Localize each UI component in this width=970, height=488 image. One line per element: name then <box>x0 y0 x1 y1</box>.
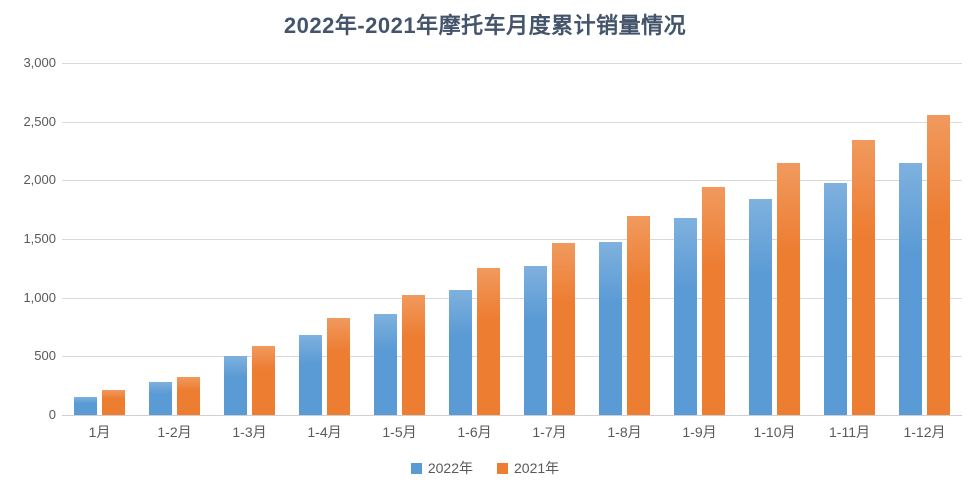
bar-group <box>362 63 437 415</box>
y-axis-tick-label: 0 <box>48 407 56 422</box>
bar-group <box>512 63 587 415</box>
bar-2022-1-5月 <box>374 313 397 415</box>
gridline <box>62 356 962 358</box>
plot-area <box>62 63 962 416</box>
bar-2022-1-9月 <box>674 217 697 415</box>
bar-group <box>587 63 662 415</box>
bar-2021-1-12月 <box>927 115 950 415</box>
bar-2021-1-6月 <box>477 268 500 415</box>
bar-2021-1-9月 <box>702 187 725 415</box>
y-axis-tick-label: 3,000 <box>23 55 56 70</box>
x-axis-label: 1-3月 <box>232 424 267 440</box>
chart-title: 2022年-2021年摩托车月度累计销量情况 <box>283 13 687 38</box>
bar-2021-1-5月 <box>402 294 425 415</box>
bar-2021-1-11月 <box>852 140 875 415</box>
legend-label-2022: 2022年 <box>427 460 473 476</box>
bar-2022-1-3月 <box>224 356 247 415</box>
bar-2022-1-8月 <box>599 241 622 415</box>
gridline <box>62 180 962 182</box>
x-axis-label: 1-11月 <box>829 424 870 440</box>
x-axis-label: 1-9月 <box>682 424 717 440</box>
bar-2021-1月 <box>102 389 125 415</box>
bar-2021-1-3月 <box>252 345 275 415</box>
gridline <box>62 297 962 299</box>
x-axis: 1月 1-2月 1-3月 1-4月 1-5月 1-6月 1-7月 1-8月 1-9月 1-10月 1… <box>62 422 962 442</box>
bar-2022-1月 <box>74 396 97 415</box>
x-axis-label: 1-5月 <box>382 424 417 440</box>
bar-group <box>287 63 362 415</box>
x-axis-label: 1月 <box>88 424 111 440</box>
bar-group <box>887 63 962 415</box>
bar-2021-1-2月 <box>177 376 200 415</box>
bar-2021-1-8月 <box>627 216 650 415</box>
x-axis-label: 1-2月 <box>157 424 192 440</box>
bar-2021-1-4月 <box>327 318 350 415</box>
y-axis-tick-label: 2,500 <box>23 113 56 129</box>
y-axis-tick-label: 2,000 <box>23 172 56 188</box>
bar-group <box>212 63 287 415</box>
legend-item-2021: 2021年 <box>497 458 559 478</box>
legend-swatch-2021 <box>497 462 508 474</box>
legend: 2022年 2021年 <box>0 458 970 478</box>
bar-2021-1-10月 <box>777 162 800 415</box>
y-axis-tick-label: 500 <box>34 348 56 364</box>
bar-group <box>62 63 137 415</box>
legend-label-2021: 2021年 <box>514 460 560 476</box>
bar-group <box>437 63 512 415</box>
bar-2022-1-12月 <box>899 163 922 415</box>
x-axis-label: 1-12月 <box>903 424 946 440</box>
bar-2022-1-4月 <box>299 335 322 415</box>
legend-item-2022: 2022年 <box>410 458 473 478</box>
bar-group <box>737 63 812 415</box>
y-axis-tick-label: 1,000 <box>23 289 56 305</box>
bar-group <box>812 63 887 415</box>
bar-2022-1-10月 <box>749 198 772 415</box>
bar-group <box>662 63 737 415</box>
x-axis-label: 1-8月 <box>607 424 642 440</box>
x-axis-label: 1-6月 <box>457 424 492 440</box>
x-axis-label: 1-10月 <box>753 424 796 440</box>
bars-layer <box>62 63 962 415</box>
y-axis-tick-label: 1,500 <box>23 231 56 246</box>
gridline <box>62 239 962 240</box>
bar-2021-1-7月 <box>552 242 575 415</box>
x-axis-baseline <box>62 415 962 416</box>
bar-group <box>137 63 212 415</box>
legend-swatch-2022 <box>410 462 422 474</box>
gridline <box>62 121 962 123</box>
x-axis-label: 1-4月 <box>307 424 342 440</box>
bar-2022-1-11月 <box>824 182 847 415</box>
gridline <box>62 63 962 64</box>
bar-2022-1-7月 <box>524 266 547 415</box>
x-axis-label: 1-7月 <box>532 424 567 440</box>
bar-2022-1-2月 <box>149 381 172 415</box>
bar-2022-1-6月 <box>449 289 472 415</box>
